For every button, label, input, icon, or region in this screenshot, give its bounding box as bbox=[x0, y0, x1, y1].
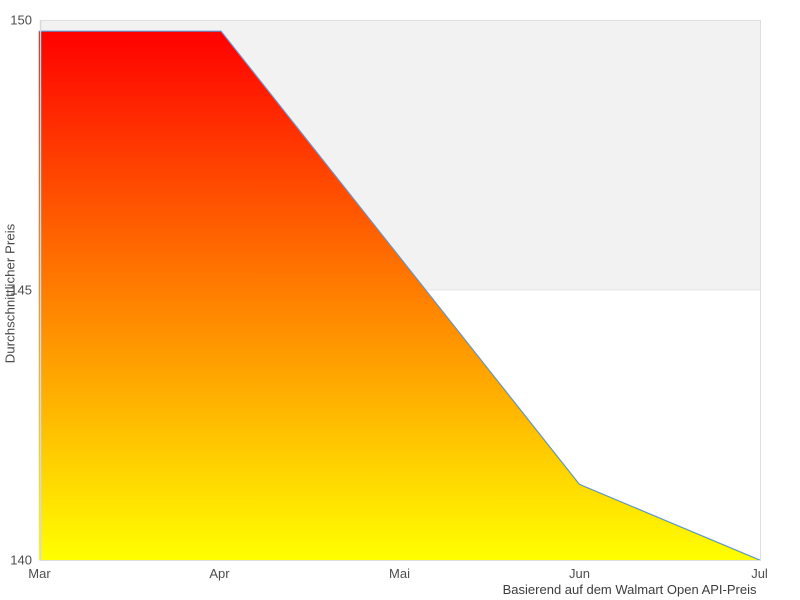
svg-text:Jun: Jun bbox=[569, 566, 590, 581]
svg-text:Apr: Apr bbox=[209, 566, 230, 581]
svg-text:Basierend auf dem Walmart Open: Basierend auf dem Walmart Open API-Preis bbox=[503, 582, 757, 597]
svg-text:Durchschnittlicher Preis: Durchschnittlicher Preis bbox=[3, 223, 18, 363]
svg-text:Jul: Jul bbox=[751, 566, 768, 581]
svg-text:Mar: Mar bbox=[28, 566, 51, 581]
svg-text:145: 145 bbox=[10, 282, 32, 297]
svg-text:150: 150 bbox=[10, 12, 32, 27]
svg-text:140: 140 bbox=[10, 552, 32, 567]
svg-text:Mai: Mai bbox=[389, 566, 410, 581]
